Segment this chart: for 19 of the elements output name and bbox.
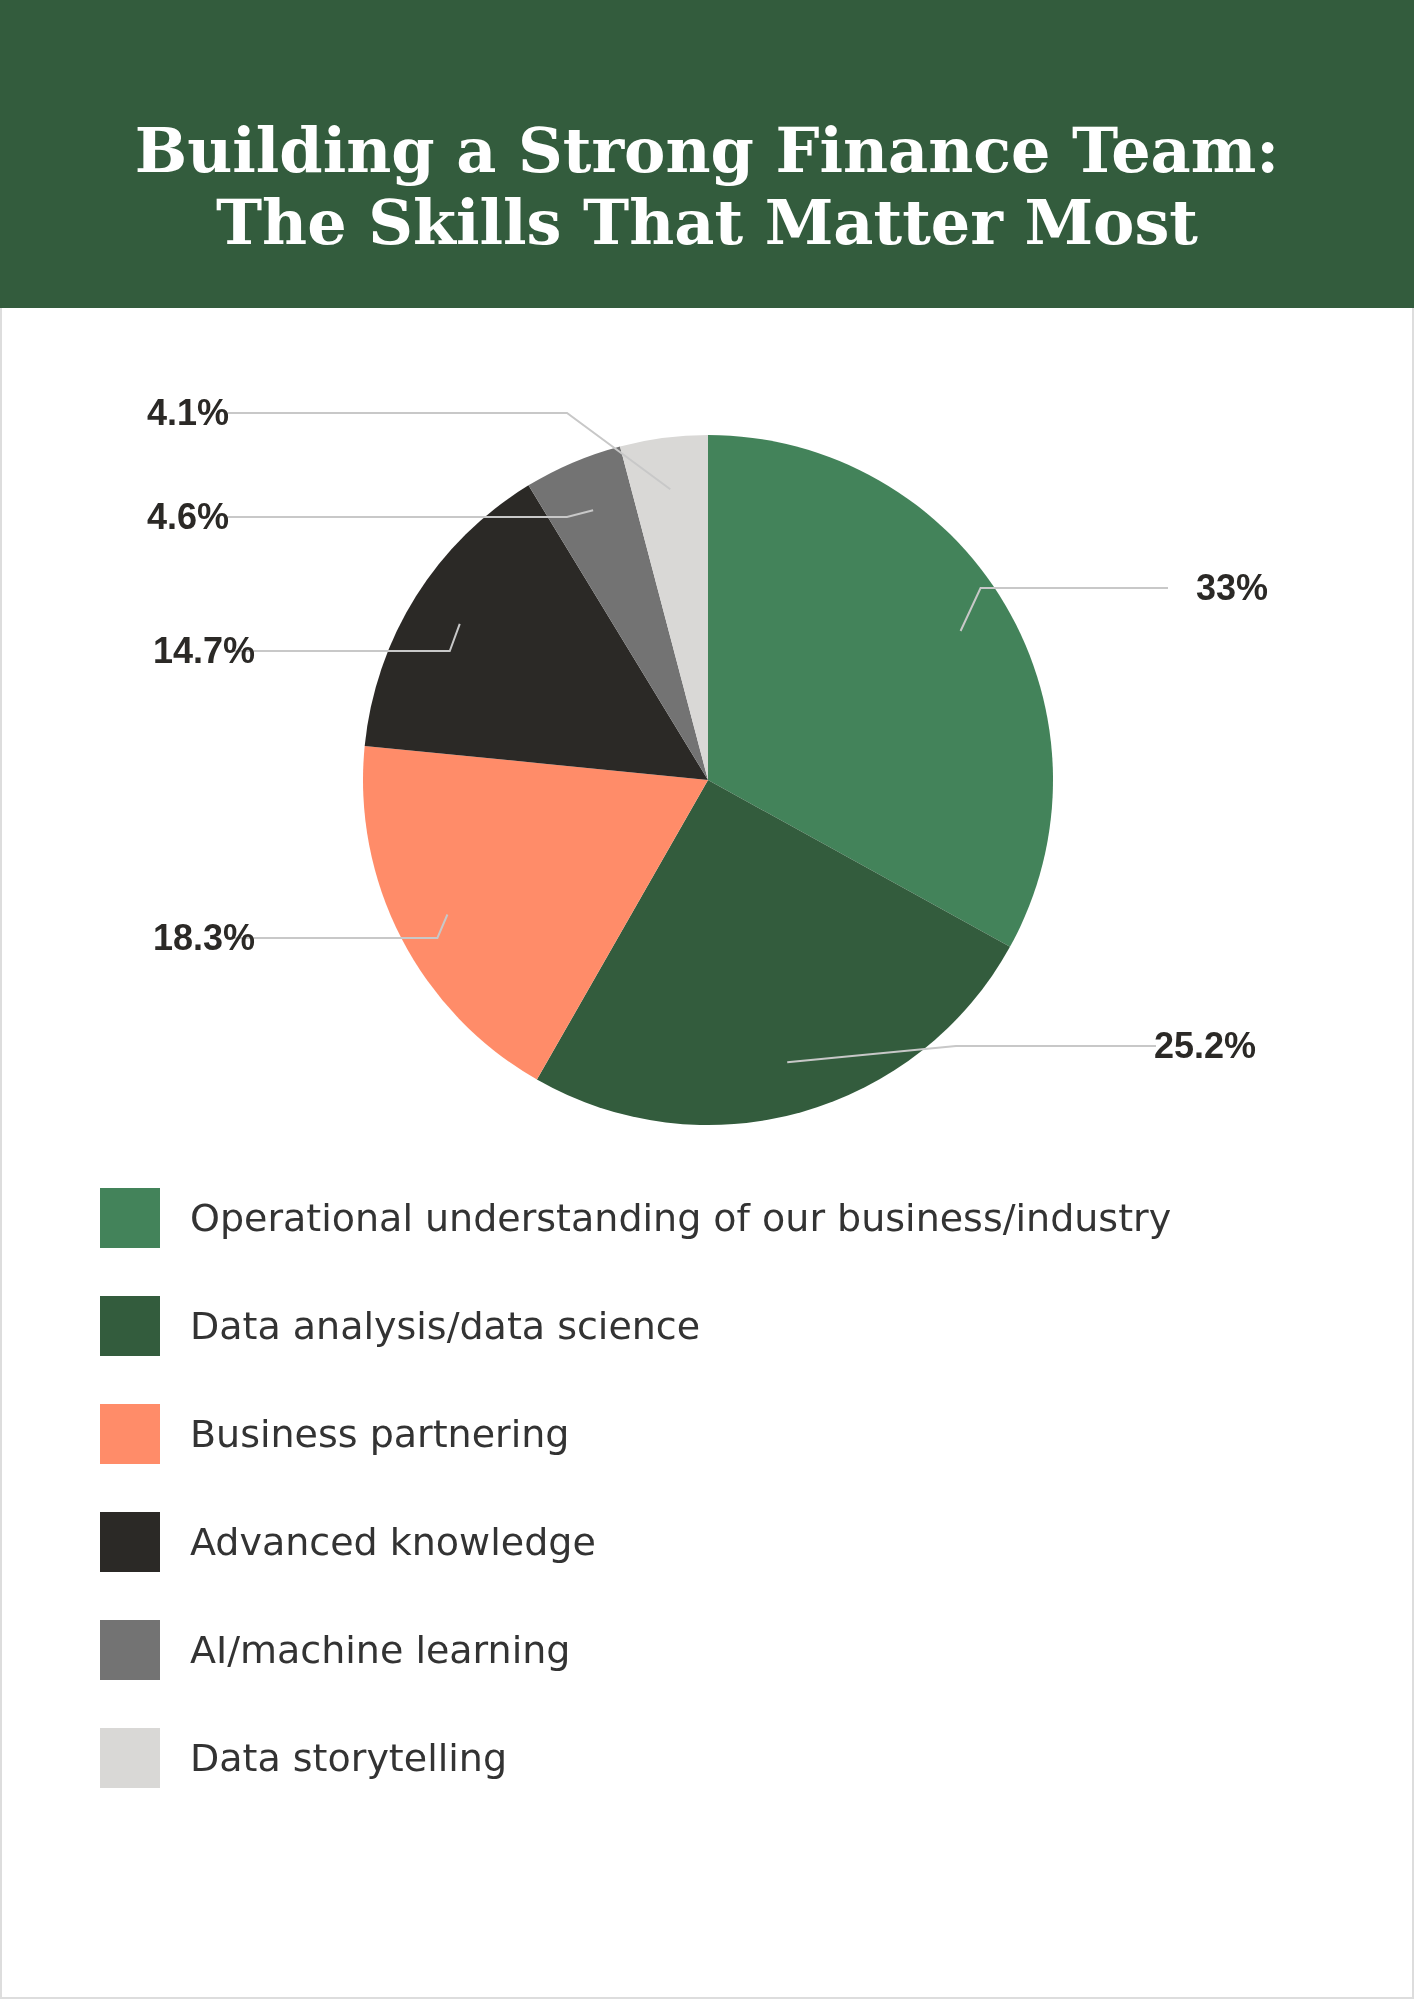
pie-slice — [363, 745, 708, 1080]
legend-label: AI/machine learning — [190, 1628, 571, 1672]
legend-label: Operational understanding of our business/industry — [190, 1196, 1172, 1240]
legend-label: Data analysis/data science — [190, 1304, 701, 1348]
data-label: 4.1% — [147, 392, 230, 433]
data-label: 14.7% — [153, 630, 256, 671]
legend-label: Advanced knowledge — [190, 1520, 596, 1564]
data-label: 25.2% — [1153, 1025, 1256, 1066]
pie-slice — [620, 435, 708, 780]
legend-label: Business partnering — [190, 1412, 570, 1456]
chart-title: Building a Strong Finance Team: The Skills That Matter Most — [134, 114, 1280, 259]
pie-slice — [528, 446, 708, 780]
pie-slice — [536, 780, 1010, 1125]
data-label: 4.6% — [147, 496, 230, 537]
pie-slice — [708, 435, 1053, 947]
data-label: 18.3% — [153, 917, 256, 958]
pie-slice — [364, 485, 708, 780]
legend-label: Data storytelling — [190, 1736, 508, 1780]
data-label: 33% — [1195, 567, 1268, 608]
